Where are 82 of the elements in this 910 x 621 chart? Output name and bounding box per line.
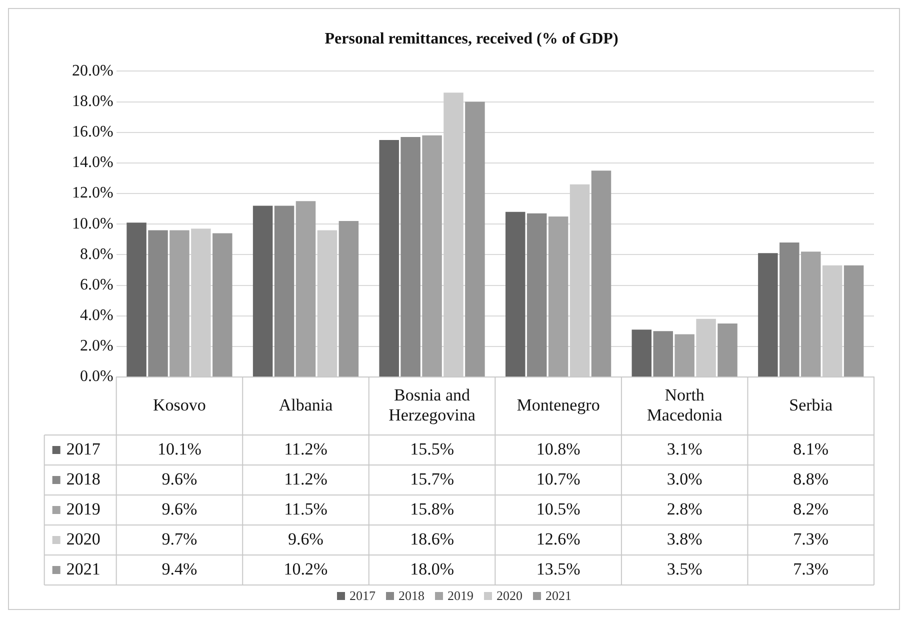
y-tick-label: 12.0% bbox=[72, 184, 114, 202]
bar bbox=[632, 330, 652, 376]
x-tick-label: Albania bbox=[278, 395, 334, 414]
x-tick-label: Kosovo bbox=[153, 395, 206, 414]
data-label: 18.6% bbox=[410, 529, 454, 548]
data-label: 8.1% bbox=[793, 439, 829, 458]
bar bbox=[718, 323, 738, 376]
bar bbox=[422, 135, 442, 376]
bar bbox=[126, 222, 146, 376]
data-label: 2.8% bbox=[666, 499, 702, 518]
data-label: 10.7% bbox=[536, 469, 580, 488]
y-tick-label: 10.0% bbox=[72, 215, 114, 232]
bar bbox=[548, 216, 568, 376]
bar bbox=[274, 206, 294, 376]
y-tick-label: 14.0% bbox=[72, 154, 114, 172]
text: 2021 bbox=[66, 559, 100, 578]
bar bbox=[148, 230, 168, 376]
data-label: 10.2% bbox=[284, 559, 328, 578]
bar bbox=[780, 242, 800, 376]
bar bbox=[800, 252, 821, 376]
legend-label: 2021 bbox=[546, 588, 572, 604]
data-label: 10.1% bbox=[158, 439, 202, 458]
text: 2019 bbox=[448, 588, 474, 603]
legend-label: 2019 bbox=[66, 499, 100, 518]
data-label: 11.2% bbox=[284, 439, 328, 458]
x-tick-label: Bosnia and Herzegovina bbox=[388, 385, 476, 424]
y-tick-label: 18.0% bbox=[72, 92, 114, 110]
chart-title: Personal remittances, received (% of GDP) bbox=[324, 30, 618, 48]
data-label: 18.0% bbox=[410, 559, 454, 578]
y-tick-label: 6.0% bbox=[80, 276, 114, 294]
x-tick-label: Montenegro bbox=[516, 395, 600, 414]
data-label: 15.5% bbox=[410, 439, 454, 458]
y-tick-label: 16.0% bbox=[72, 124, 114, 141]
data-label: 9.6% bbox=[162, 499, 198, 518]
data-label: 9.6% bbox=[288, 529, 324, 548]
data-label: 7.3% bbox=[793, 559, 829, 578]
text: 2017 bbox=[350, 588, 376, 603]
data-label: 12.6% bbox=[536, 529, 580, 548]
data-label: 10.8% bbox=[536, 439, 580, 458]
data-label: 9.7% bbox=[162, 529, 198, 548]
text: 2020 bbox=[496, 588, 522, 603]
y-tick-label: 4.0% bbox=[80, 307, 114, 324]
bar bbox=[505, 212, 526, 376]
y-tick-label: 2.0% bbox=[80, 338, 114, 355]
bar bbox=[338, 221, 359, 376]
bar bbox=[591, 170, 612, 376]
bar bbox=[170, 230, 190, 376]
data-label: 8.8% bbox=[793, 469, 829, 488]
bar bbox=[758, 253, 778, 376]
x-tick-label: Serbia bbox=[789, 395, 834, 414]
x-tick-label: North Macedonia bbox=[646, 385, 723, 424]
y-tick-label: 0.0% bbox=[80, 368, 114, 386]
bar bbox=[844, 265, 864, 376]
bar bbox=[400, 136, 420, 376]
data-label: 7.3% bbox=[793, 529, 829, 548]
y-tick-label: 8.0% bbox=[80, 246, 114, 263]
legend-label: 2017 bbox=[66, 439, 101, 458]
data-label: 11.2% bbox=[284, 469, 328, 488]
bar bbox=[526, 213, 547, 376]
bar bbox=[252, 206, 273, 376]
data-label: 3.8% bbox=[666, 529, 702, 548]
bar bbox=[379, 140, 399, 376]
data-label: 10.5% bbox=[536, 499, 580, 518]
data-label: 15.7% bbox=[410, 469, 454, 488]
legend-label: 2020 bbox=[66, 529, 100, 548]
bar bbox=[465, 102, 485, 376]
y-tick-label: 20.0% bbox=[72, 62, 114, 80]
data-label: 11.5% bbox=[284, 499, 328, 518]
bar bbox=[212, 233, 232, 376]
data-label: 3.5% bbox=[666, 559, 702, 578]
data-label: 9.6% bbox=[162, 469, 198, 488]
legend-label: 2018 bbox=[66, 469, 100, 488]
data-label: 9.4% bbox=[162, 559, 198, 578]
data-label: 3.1% bbox=[666, 439, 702, 458]
data-label: 13.5% bbox=[536, 559, 580, 578]
bar bbox=[653, 331, 673, 376]
bar bbox=[296, 201, 316, 376]
data-label: 8.2% bbox=[793, 499, 829, 518]
bar bbox=[674, 334, 694, 376]
text: 2018 bbox=[398, 588, 424, 603]
data-label: 3.0% bbox=[666, 469, 702, 488]
data-label: 15.8% bbox=[410, 499, 454, 518]
